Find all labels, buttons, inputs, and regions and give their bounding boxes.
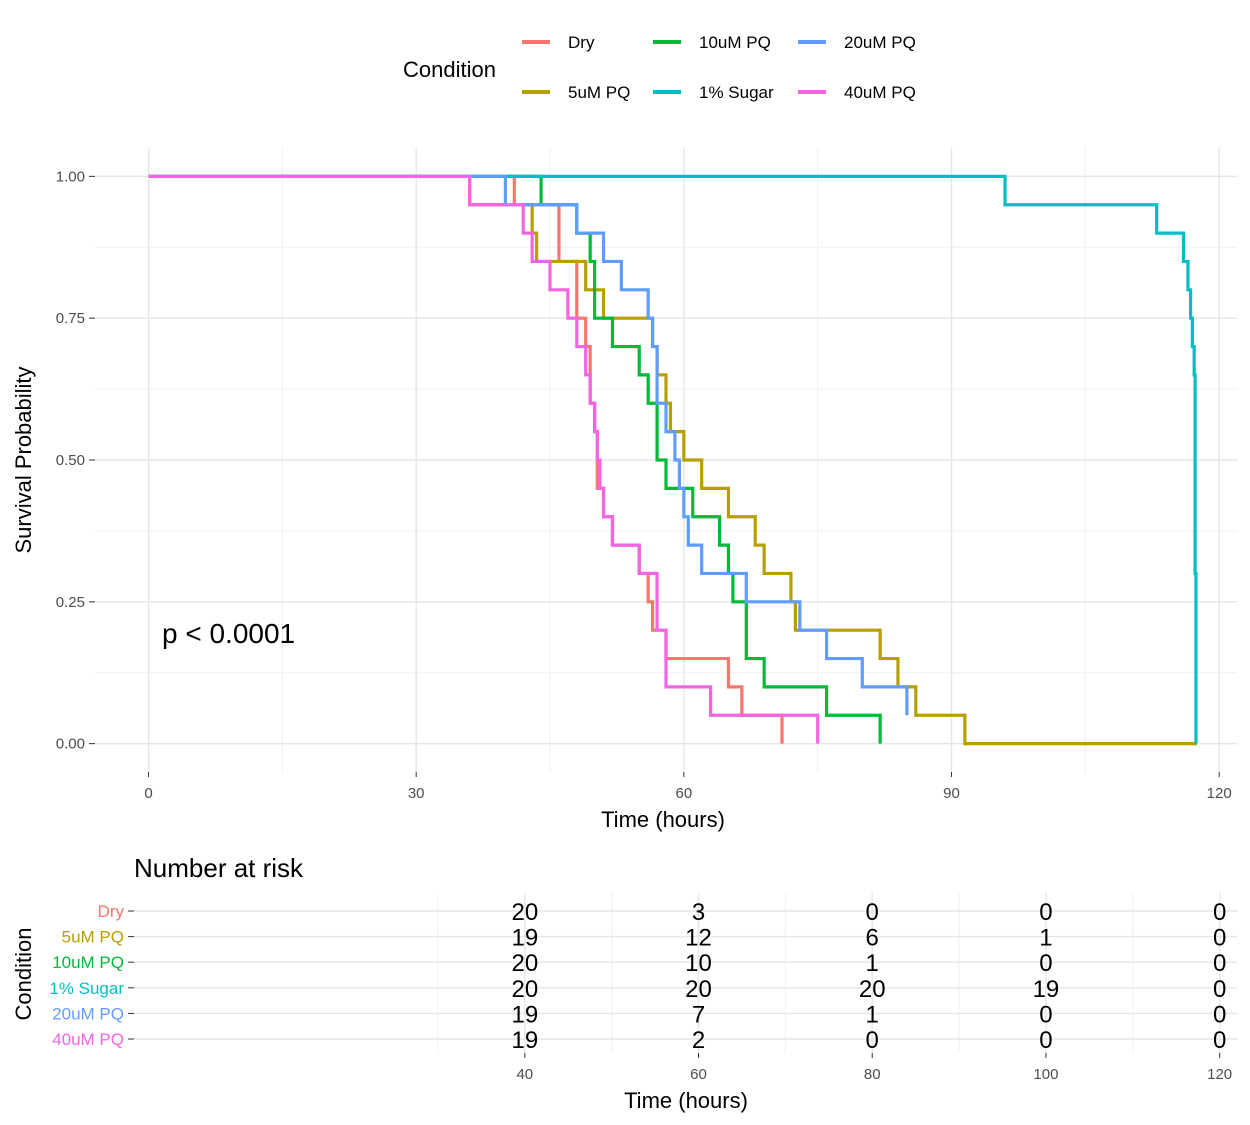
- risk-row-label: 10uM PQ: [52, 953, 124, 972]
- y-axis-label: Survival Probability: [11, 366, 36, 553]
- risk-x-tick-label: 80: [864, 1066, 881, 1083]
- y-tick-label: 0.00: [56, 736, 85, 753]
- legend-label: 20uM PQ: [844, 33, 916, 52]
- risk-count: 12: [685, 925, 712, 952]
- risk-count: 20: [511, 976, 538, 1003]
- risk-row-label: 40uM PQ: [52, 1030, 124, 1049]
- risk-table-title: Number at risk: [134, 853, 304, 883]
- risk-count: 1: [1039, 925, 1052, 952]
- risk-count: 0: [866, 899, 879, 926]
- x-tick-label: 120: [1207, 785, 1232, 802]
- risk-count: 0: [1039, 950, 1052, 977]
- legend-label: 5uM PQ: [568, 83, 630, 102]
- series-line-10um-pq: [148, 174, 882, 744]
- risk-row-label: 20uM PQ: [52, 1004, 124, 1023]
- risk-count: 0: [1039, 1001, 1052, 1028]
- legend-label: Dry: [568, 33, 595, 52]
- risk-count: 0: [866, 1027, 879, 1054]
- risk-count: 20: [511, 899, 538, 926]
- risk-count: 6: [866, 925, 879, 952]
- risk-x-tick-label: 40: [516, 1066, 533, 1083]
- risk-count: 19: [1033, 976, 1060, 1003]
- series-line-40um-pq: [148, 174, 820, 744]
- x-tick-label: 60: [676, 785, 693, 802]
- main-plot: 0 30 60 90 120 0.00 0.25 0.50 0.75 1.00 p < 0.000…: [11, 148, 1237, 832]
- series-line-1-sugar: [148, 174, 1198, 744]
- y-tick-label: 0.50: [56, 452, 85, 469]
- risk-x-tick-label: 120: [1207, 1066, 1232, 1083]
- risk-count: 20: [685, 976, 712, 1003]
- risk-count: 19: [511, 1001, 538, 1028]
- risk-count: 20: [859, 976, 886, 1003]
- risk-count: 2: [692, 1027, 705, 1054]
- risk-row-label: 5uM PQ: [62, 928, 124, 947]
- risk-count: 3: [692, 899, 705, 926]
- y-tick-label: 0.75: [56, 310, 85, 327]
- risk-count: 0: [1213, 950, 1226, 977]
- p-value-annotation: p < 0.0001: [162, 618, 295, 649]
- legend-label: 40uM PQ: [844, 83, 916, 102]
- y-tick-label: 0.25: [56, 594, 85, 611]
- risk-count: 19: [511, 1027, 538, 1054]
- legend-label: 10uM PQ: [699, 33, 771, 52]
- risk-x-tick-label: 100: [1033, 1066, 1058, 1083]
- series-line-20um-pq: [148, 174, 909, 716]
- x-tick-label: 0: [144, 785, 152, 802]
- risk-count: 0: [1213, 899, 1226, 926]
- risk-y-axis-label: Condition: [11, 928, 36, 1021]
- risk-x-axis-label: Time (hours): [624, 1088, 748, 1113]
- risk-count: 10: [685, 950, 712, 977]
- risk-x-tick-label: 60: [690, 1066, 707, 1083]
- legend-label: 1% Sugar: [699, 83, 774, 102]
- legend-title: Condition: [403, 57, 496, 82]
- x-tick-label: 30: [408, 785, 425, 802]
- risk-count: 19: [511, 925, 538, 952]
- risk-count: 0: [1213, 1001, 1226, 1028]
- risk-row-label: 1% Sugar: [49, 979, 124, 998]
- risk-count: 1: [866, 1001, 879, 1028]
- risk-count: 0: [1039, 899, 1052, 926]
- risk-count: 7: [692, 1001, 705, 1028]
- x-tick-label: 90: [943, 785, 960, 802]
- risk-count: 0: [1039, 1027, 1052, 1054]
- risk-row-label: Dry: [98, 902, 125, 921]
- x-axis-label: Time (hours): [601, 807, 725, 832]
- risk-count: 1: [866, 950, 879, 977]
- series-line-5um-pq: [148, 174, 1197, 746]
- y-tick-label: 1.00: [56, 168, 85, 185]
- legend: Condition Dry 5uM PQ 10uM PQ 1% Sugar 20uM P…: [403, 33, 916, 102]
- risk-count: 0: [1213, 925, 1226, 952]
- risk-count: 0: [1213, 1027, 1226, 1054]
- risk-count: 0: [1213, 976, 1226, 1003]
- risk-count: 20: [511, 950, 538, 977]
